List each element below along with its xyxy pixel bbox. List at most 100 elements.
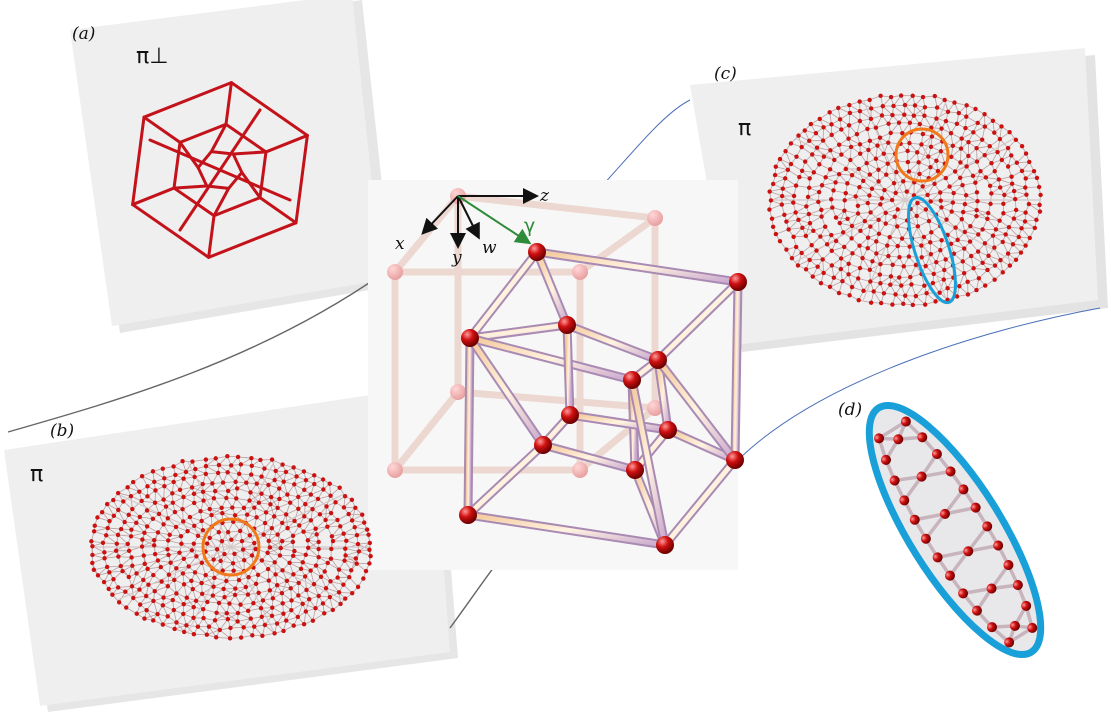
lattice-node (161, 497, 165, 501)
lattice-node (244, 481, 248, 485)
lattice-node (279, 546, 283, 550)
lattice-node (986, 211, 990, 215)
lattice-node (902, 264, 906, 268)
lattice-node (874, 251, 878, 255)
lattice-node (288, 500, 292, 504)
lattice-node (921, 132, 925, 136)
lattice-node (932, 272, 936, 276)
lattice-node (201, 607, 205, 611)
lattice-node (261, 598, 265, 602)
lattice-node (222, 552, 226, 556)
lattice-node (248, 533, 252, 537)
lattice-node (294, 474, 298, 478)
lattice-node (989, 191, 993, 195)
tesseract-node (558, 316, 576, 334)
lattice-node (267, 539, 271, 543)
lattice-node (171, 464, 175, 468)
lattice-node (890, 263, 894, 267)
lattice-node (111, 498, 115, 502)
tesseract-node (528, 243, 546, 261)
lattice-node (901, 179, 905, 183)
lattice-node (819, 281, 823, 285)
lattice-node (233, 586, 237, 590)
lattice-node (217, 463, 221, 467)
lattice-node (92, 568, 96, 572)
lattice-node (1001, 202, 1005, 206)
lattice-node (284, 512, 288, 516)
lattice-node (168, 560, 172, 564)
lattice-node (130, 564, 134, 568)
lattice-node (900, 236, 904, 240)
lattice-node (268, 588, 272, 592)
lattice-node (933, 299, 937, 303)
lattice-node (218, 559, 222, 563)
lattice-node (1001, 211, 1005, 215)
lattice-node (151, 573, 155, 577)
lattice-node (810, 152, 814, 156)
lattice-node (89, 539, 93, 543)
lattice-node (178, 488, 182, 492)
lattice-node (242, 506, 246, 510)
lattice-node (134, 571, 138, 575)
tesseract-node (623, 371, 641, 389)
lattice-node (897, 255, 901, 259)
lattice-node (191, 616, 195, 620)
lattice-node (185, 596, 189, 600)
lattice-node (226, 617, 230, 621)
lattice-node (145, 494, 149, 498)
lattice-node (839, 256, 843, 260)
lattice-node (182, 582, 186, 586)
lattice-node (828, 285, 832, 289)
lattice-node (797, 175, 801, 179)
lattice-node (853, 194, 857, 198)
lattice-node (784, 219, 788, 223)
lattice-node (819, 208, 823, 212)
lattice-node (221, 587, 225, 591)
lattice-node (316, 540, 320, 544)
lattice-node (210, 481, 214, 485)
lattice-node (939, 238, 943, 242)
lattice-node (769, 198, 773, 202)
lattice-node (205, 541, 209, 545)
lattice-node (342, 505, 346, 509)
lattice-node (931, 281, 935, 285)
lattice-node (302, 514, 306, 518)
lattice-node (922, 284, 926, 288)
lattice-node (958, 160, 962, 164)
lattice-node (134, 521, 138, 525)
lattice-node (127, 575, 131, 579)
lattice-node (280, 539, 284, 543)
lattice-node (120, 569, 124, 573)
lattice-node (827, 110, 831, 114)
lattice-node (997, 177, 1001, 181)
lattice-node (228, 636, 232, 640)
lattice-node (919, 243, 923, 247)
lattice-node (1014, 258, 1018, 262)
lattice-node (807, 212, 811, 216)
lattice-node (908, 245, 912, 249)
lattice-node (974, 214, 978, 218)
lattice-node (199, 519, 203, 523)
lattice-node (867, 193, 871, 197)
lattice-node (833, 180, 837, 184)
lattice-node (214, 611, 218, 615)
tesseract-node (656, 536, 674, 554)
lattice-node (1001, 270, 1005, 274)
lattice-node (1028, 236, 1032, 240)
lattice-node (934, 116, 938, 120)
lattice-node (192, 475, 196, 479)
lattice-node (161, 622, 165, 626)
lattice-node (921, 184, 925, 188)
lattice-node (884, 221, 888, 225)
lattice-node (837, 142, 841, 146)
lattice-node (174, 591, 178, 595)
lattice-node (142, 531, 146, 535)
lattice-node (179, 542, 183, 546)
lattice-node (907, 254, 911, 258)
lattice-node (949, 155, 953, 159)
lattice-node (275, 583, 279, 587)
lattice-node (832, 158, 836, 162)
lattice-node (233, 513, 237, 517)
lattice-node (356, 542, 360, 546)
lattice-node (173, 510, 177, 514)
